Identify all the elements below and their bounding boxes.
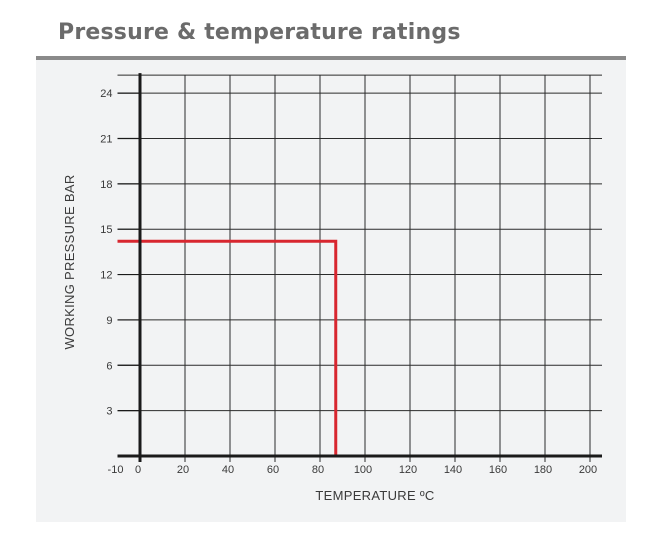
page-title: Pressure & temperature ratings (58, 20, 461, 45)
y-tick-label: 12 (100, 270, 112, 282)
x-tick-label: 120 (399, 464, 417, 476)
x-tick-label: 100 (354, 464, 372, 476)
y-tick-label: 18 (100, 179, 112, 191)
grid (117, 74, 602, 462)
x-tick-label: 180 (534, 464, 552, 476)
y-tick-label: 24 (100, 88, 112, 100)
x-tick-label: 0 (135, 464, 141, 476)
y-tick-label: 15 (100, 224, 112, 236)
title-divider (36, 56, 626, 60)
axes (117, 73, 602, 462)
x-axis-title: TEMPERATURE ºC (315, 488, 434, 503)
tick-labels: 3 6 9 12 15 18 21 24 -10 0 20 40 60 80 100 120 140 160 180… (100, 88, 597, 476)
x-tick-label: 20 (177, 464, 189, 476)
x-tick-label: 200 (579, 464, 597, 476)
x-tick-label: 160 (489, 464, 507, 476)
x-tick-label: 40 (222, 464, 234, 476)
series-line (117, 239, 338, 456)
x-tick-label: -10 (108, 464, 124, 476)
x-tick-label: 80 (312, 464, 324, 476)
y-axis-title: WORKING PRESSURE BAR (62, 174, 77, 349)
y-tick-label: 6 (106, 360, 112, 372)
x-tick-label: 140 (444, 464, 462, 476)
series-layer (117, 239, 338, 456)
y-tick-label: 21 (100, 133, 112, 145)
x-tick-label: 60 (267, 464, 279, 476)
chart-panel (36, 60, 626, 522)
y-tick-label: 9 (106, 315, 112, 327)
y-tick-label: 3 (106, 406, 112, 418)
